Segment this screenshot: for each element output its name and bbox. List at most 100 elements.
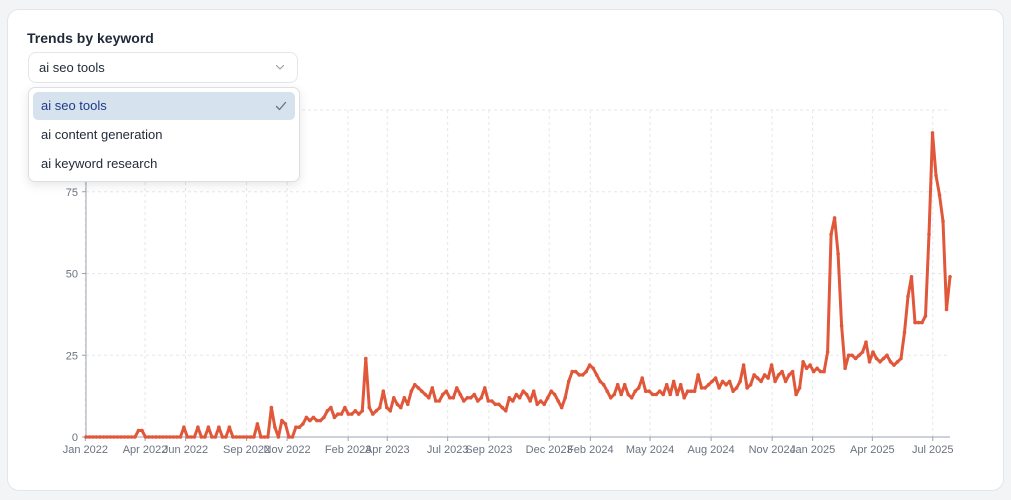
data-point [430,386,435,390]
data-point [867,360,872,364]
chart-series [84,131,952,439]
data-point [822,369,826,374]
data-point [538,399,543,403]
data-point [615,382,620,387]
data-point [741,363,746,367]
card-title: Trends by keyword [27,30,154,46]
data-point [941,219,945,223]
data-point [378,405,382,410]
data-point [892,363,896,367]
data-point [493,402,498,407]
x-tick-label: Jan 2025 [790,444,835,456]
data-point [262,435,267,439]
y-tick-label: 0 [72,432,78,444]
data-point [706,382,711,387]
data-point [458,392,463,397]
data-point [311,415,316,420]
data-point [580,373,585,377]
data-point [598,379,602,384]
data-point [192,435,197,439]
data-point [570,369,574,374]
data-point [608,396,613,400]
data-point [752,373,756,377]
data-point [220,435,225,439]
data-point [441,392,445,397]
data-point [678,382,683,387]
data-point [836,252,840,256]
data-point [542,402,546,407]
data-point [626,392,630,397]
data-point [325,409,330,413]
data-point [157,435,162,439]
data-point [381,389,386,394]
data-point [801,360,805,364]
data-point [465,396,470,400]
data-point [699,386,704,390]
keyword-option-ai-keyword-research[interactable]: ai keyword research [33,150,295,178]
data-point [909,275,914,279]
data-point [885,353,889,358]
data-point [315,418,319,423]
data-point [913,320,917,325]
data-point [101,435,106,439]
data-point [133,435,137,439]
data-point [685,389,690,394]
x-tick-label: Jul 2023 [427,444,469,456]
keyword-option-label: ai seo tools [41,98,107,113]
data-point [122,435,127,439]
x-tick-label: Apr 2023 [365,444,410,456]
data-point [853,356,858,361]
x-tick-label: Apr 2022 [123,444,168,456]
data-point [871,350,875,354]
data-point [874,356,879,361]
data-point [657,389,662,394]
y-tick-label: 75 [66,187,78,199]
data-point [126,435,130,439]
data-point [545,396,550,400]
data-point [815,366,819,371]
data-point [427,396,431,400]
data-point [395,402,400,407]
x-tick-label: Jan 2022 [63,444,108,456]
data-point [402,396,407,400]
data-point [448,396,452,400]
keyword-select[interactable]: ai seo tools [28,52,298,83]
data-point [276,435,281,439]
data-point [794,392,798,397]
data-point [748,382,753,387]
data-point [850,353,854,358]
data-point [636,386,641,390]
data-point [150,435,155,439]
data-point [755,376,760,380]
data-point [455,386,459,390]
data-point [573,369,578,374]
data-point [549,389,553,394]
data-point [511,399,515,403]
data-point [462,399,466,403]
data-point [472,392,477,397]
data-point [878,360,882,364]
x-tick-label: Sep 2023 [465,444,512,456]
data-point [304,415,309,420]
data-point [91,435,95,439]
data-point [832,216,837,220]
data-point [531,389,536,394]
data-point [423,392,428,397]
data-point [234,435,239,439]
data-point [881,356,886,361]
data-point [171,435,176,439]
y-tick-label: 25 [66,350,78,362]
x-tick-label: Aug 2024 [688,444,735,456]
data-point [923,314,928,318]
data-point [353,409,358,413]
x-tick-label: Dec 2023 [526,444,573,456]
keyword-option-ai-seo-tools[interactable]: ai seo tools [33,92,295,120]
data-point [350,412,354,416]
data-point [115,435,120,439]
keyword-option-ai-content-generation[interactable]: ai content generation [33,121,295,149]
data-point [175,435,179,439]
data-point [497,402,501,407]
data-point [185,435,190,439]
y-tick-label: 50 [66,269,78,281]
keyword-select-value: ai seo tools [39,60,105,75]
